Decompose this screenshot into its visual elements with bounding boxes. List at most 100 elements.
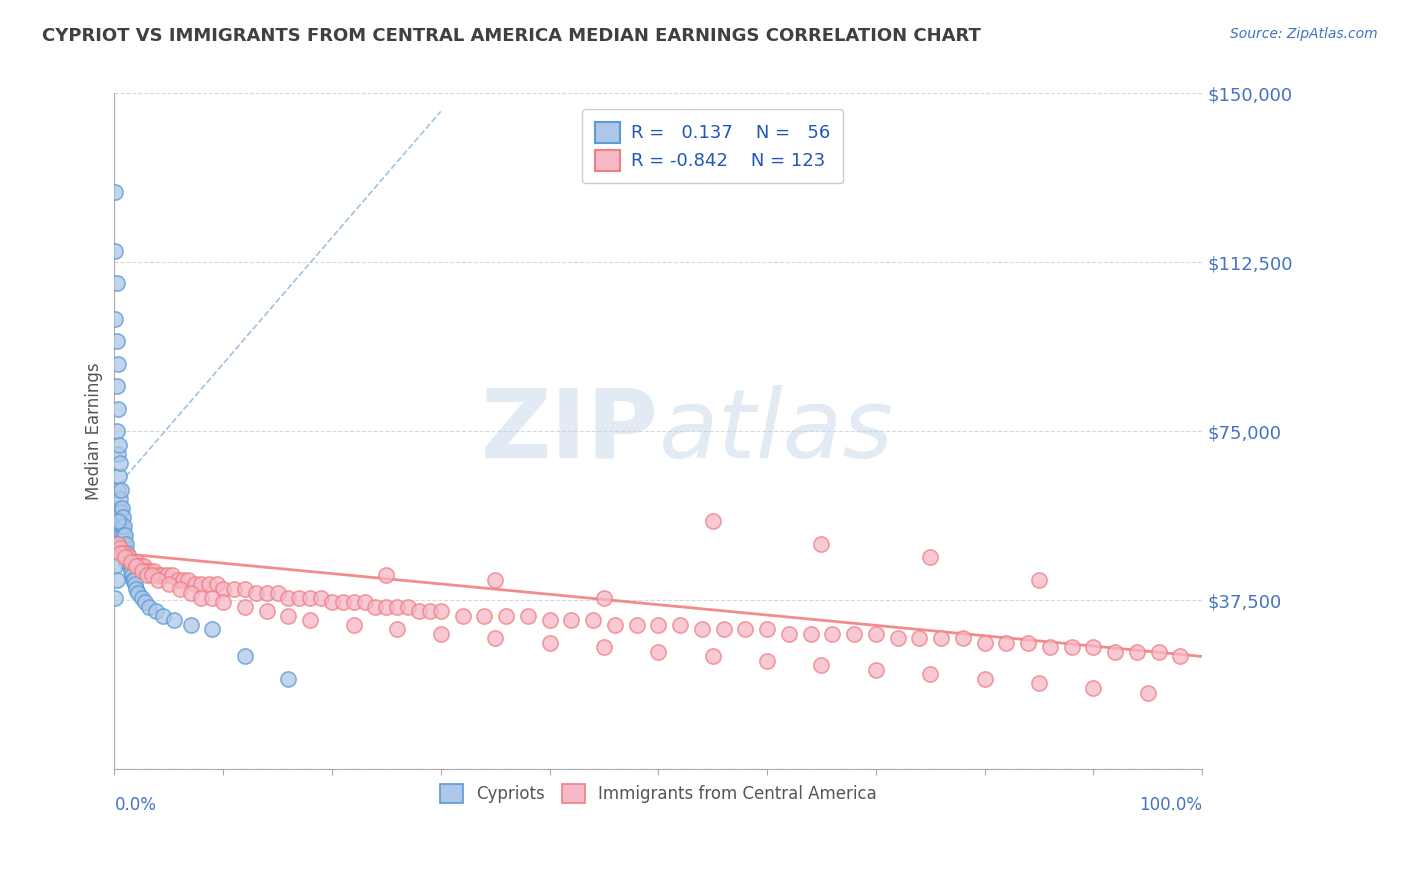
Point [104,186,127,200]
Legend: Cypriots, Immigrants from Central America: Cypriots, Immigrants from Central Americ… [432,775,886,812]
Point [865,627,887,641]
Point [108,491,131,506]
Point [115,555,138,569]
Point [484,632,506,646]
Text: CYPRIOT VS IMMIGRANTS FROM CENTRAL AMERICA MEDIAN EARNINGS CORRELATION CHART: CYPRIOT VS IMMIGRANTS FROM CENTRAL AMERI… [42,27,981,45]
Point [107,483,129,497]
Point [212,582,235,596]
Point [112,509,135,524]
Point [107,447,129,461]
Point [451,608,474,623]
Point [690,623,713,637]
Point [1147,645,1170,659]
Point [111,518,134,533]
Point [136,564,159,578]
Point [180,618,202,632]
Point [120,564,142,578]
Point [104,244,127,258]
Point [408,604,430,618]
Point [177,573,200,587]
Point [166,573,188,587]
Point [647,645,669,659]
Point [603,618,626,632]
Y-axis label: Median Earnings: Median Earnings [86,362,103,500]
Point [929,632,952,646]
Point [973,672,995,686]
Point [156,568,179,582]
Point [669,618,692,632]
Point [582,614,605,628]
Point [150,568,173,582]
Point [647,618,669,632]
Point [105,424,128,438]
Point [1104,645,1126,659]
Point [122,573,145,587]
Point [821,627,844,641]
Point [132,559,155,574]
Point [233,649,256,664]
Point [538,614,561,628]
Point [321,595,343,609]
Point [299,614,322,628]
Point [277,672,299,686]
Point [163,614,186,628]
Point [309,591,332,605]
Point [122,555,145,569]
Point [139,564,162,578]
Point [124,555,146,569]
Point [112,528,135,542]
Point [256,604,278,618]
Point [702,649,724,664]
Point [201,591,224,605]
Point [810,537,832,551]
Point [108,546,131,560]
Point [131,564,153,578]
Point [146,568,169,582]
Point [538,636,561,650]
Point [110,505,132,519]
Point [1083,640,1105,655]
Point [810,658,832,673]
Point [396,599,419,614]
Point [205,577,228,591]
Point [120,555,142,569]
Point [973,636,995,650]
Point [201,623,224,637]
Point [107,401,129,416]
Point [190,591,212,605]
Point [1017,636,1039,650]
Point [138,599,160,614]
Point [105,276,128,290]
Point [110,483,132,497]
Point [127,555,149,569]
Point [107,438,129,452]
Point [107,537,129,551]
Point [1136,685,1159,699]
Point [131,591,153,605]
Point [134,595,156,609]
Point [387,599,409,614]
Point [122,573,145,587]
Point [734,623,756,637]
Point [364,599,387,614]
Point [756,654,779,668]
Point [104,591,127,605]
Point [353,595,375,609]
Point [105,537,128,551]
Point [908,632,931,646]
Point [429,627,451,641]
Point [842,627,865,641]
Point [920,667,942,681]
Point [212,595,235,609]
Point [184,577,207,591]
Point [593,591,616,605]
Point [198,577,221,591]
Point [288,591,311,605]
Point [1126,645,1149,659]
Point [112,546,135,560]
Point [127,586,149,600]
Point [865,663,887,677]
Point [105,334,128,348]
Point [593,640,616,655]
Point [117,546,139,560]
